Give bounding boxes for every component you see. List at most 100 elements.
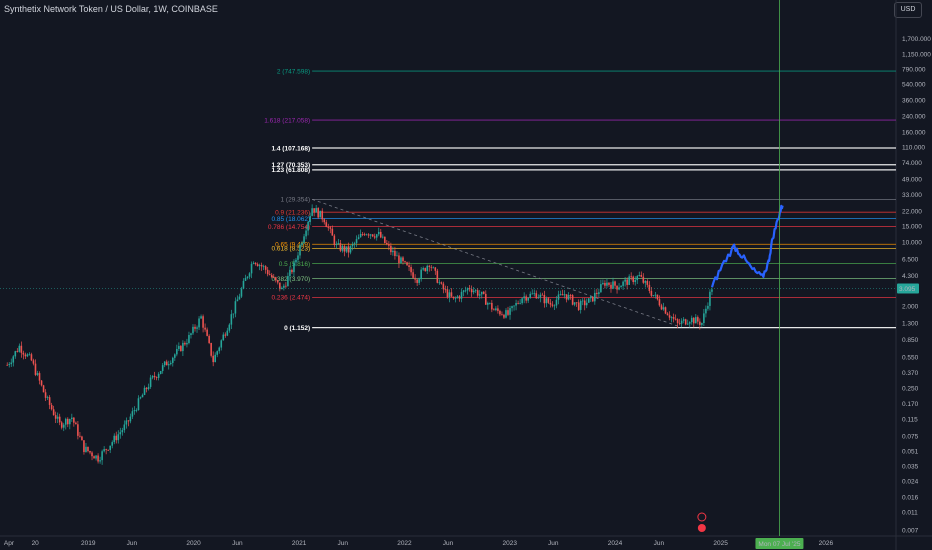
candle-body (379, 231, 382, 238)
price-tick-label: 0.370 (902, 370, 919, 377)
candle-body (111, 442, 114, 446)
candle-body (501, 314, 503, 316)
candle-body (341, 246, 344, 251)
price-tick-label: 0.024 (902, 479, 919, 486)
candle-body (270, 274, 273, 278)
candle-body (66, 418, 69, 425)
price-tick-label: 1,150.000 (902, 51, 931, 58)
price-tick-label: 0.011 (902, 509, 918, 516)
candle-body (573, 302, 576, 305)
price-tick-label: 0.035 (902, 464, 919, 471)
candle-body (418, 279, 420, 283)
candle-body (422, 268, 424, 270)
candle-body (159, 371, 162, 375)
candle-body (628, 276, 630, 285)
candle-body (236, 299, 239, 302)
candle-body (56, 416, 59, 419)
candle-body (666, 313, 669, 316)
candle-body (462, 290, 465, 292)
candle-body (511, 306, 513, 309)
candle-body (256, 264, 259, 267)
candle-body (8, 364, 11, 365)
candle-body (688, 322, 691, 324)
candle-body (577, 302, 580, 310)
candle-body (129, 416, 132, 422)
price-tick-label: 360.000 (902, 98, 926, 105)
candle-body (186, 342, 188, 345)
candle-body (507, 310, 509, 315)
candle-body (541, 294, 544, 296)
candle-body (176, 348, 178, 355)
candle-body (396, 255, 398, 257)
candle-body (386, 242, 388, 245)
candle-body (272, 277, 275, 278)
candle-body (30, 354, 33, 361)
candle-body (640, 275, 643, 277)
candle-body (321, 210, 324, 220)
candle-body (662, 307, 665, 310)
candle-body (329, 227, 332, 229)
candle-body (711, 289, 713, 292)
candle-body (444, 289, 447, 291)
event-flag-icon[interactable] (697, 524, 706, 532)
event-lightning-icon[interactable] (697, 512, 707, 522)
candle-body (390, 245, 392, 253)
candle-body (491, 302, 493, 310)
candle-body (285, 285, 287, 287)
candle-body (224, 334, 227, 336)
candle-body (414, 277, 416, 280)
candle-body (44, 392, 47, 398)
candle-body (18, 345, 21, 352)
candle-body (420, 269, 422, 280)
price-tick-label: 1,700.000 (902, 36, 931, 43)
candle-body (79, 435, 81, 437)
fib-level-label: 2 (747.598) (277, 68, 310, 75)
candle-body (535, 293, 538, 299)
candle-body (311, 208, 313, 216)
candle-body (89, 451, 91, 453)
candle-body (602, 282, 604, 285)
candle-body (365, 234, 368, 236)
price-tick-label: 0.075 (902, 433, 919, 440)
candle-body (117, 434, 120, 441)
candle-body (238, 296, 241, 300)
candle-body (692, 317, 695, 324)
candle-body (438, 282, 441, 284)
candle-body (331, 228, 334, 236)
candle-body (357, 237, 360, 240)
candle-body (54, 415, 57, 419)
candle-body (553, 305, 556, 307)
candle-body (705, 308, 707, 314)
candle-body (216, 351, 219, 355)
chart-title: Synthetix Network Token / US Dollar, 1W,… (4, 4, 218, 14)
candle-body (121, 430, 124, 433)
candle-body (192, 326, 194, 334)
candle-body (680, 320, 683, 324)
candle-body (107, 449, 109, 451)
candle-body (62, 424, 65, 428)
candle-body (592, 296, 594, 302)
candle-body (301, 242, 303, 246)
candle-body (165, 361, 168, 366)
price-tick-label: 22.000 (902, 208, 922, 215)
date-marker-label: Mon 07 Jul '25 (758, 541, 800, 548)
candle-body (533, 293, 536, 295)
candle-body (198, 318, 200, 328)
candle-body (587, 298, 590, 303)
candle-body (169, 362, 172, 365)
candle-body (497, 308, 499, 311)
time-tick-label: 2023 (502, 540, 517, 547)
price-tick-label: 0.250 (902, 386, 919, 393)
candle-body (64, 418, 67, 425)
candle-body (355, 239, 358, 244)
candle-body (513, 305, 515, 307)
candle-body (58, 416, 61, 423)
candle-body (345, 246, 348, 252)
candle-body (690, 317, 693, 323)
candle-body (545, 298, 548, 304)
candle-body (208, 335, 210, 343)
candle-body (703, 313, 705, 324)
currency-button[interactable]: USD (894, 2, 922, 18)
candle-body (244, 277, 247, 281)
